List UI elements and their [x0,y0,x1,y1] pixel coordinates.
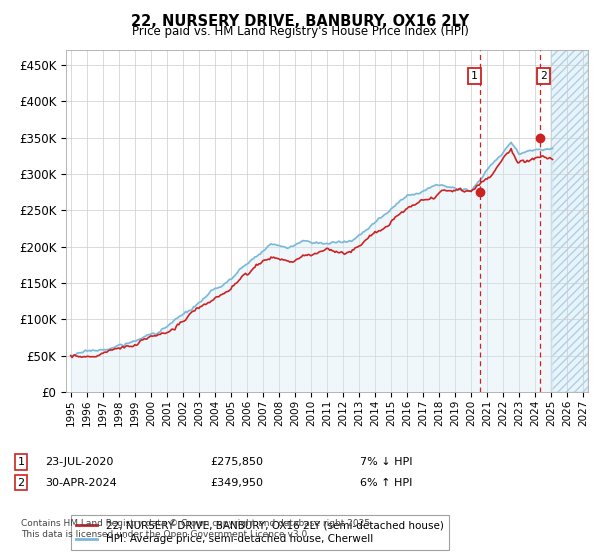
Text: Contains HM Land Registry data © Crown copyright and database right 2025.
This d: Contains HM Land Registry data © Crown c… [21,520,373,539]
Text: Price paid vs. HM Land Registry's House Price Index (HPI): Price paid vs. HM Land Registry's House … [131,25,469,38]
Text: 23-JUL-2020: 23-JUL-2020 [45,457,113,467]
Text: 30-APR-2024: 30-APR-2024 [45,478,117,488]
Text: £349,950: £349,950 [210,478,263,488]
Bar [551,50,588,392]
Text: 7% ↓ HPI: 7% ↓ HPI [360,457,413,467]
Legend: 22, NURSERY DRIVE, BANBURY, OX16 2LY (semi-detached house), HPI: Average price, : 22, NURSERY DRIVE, BANBURY, OX16 2LY (se… [71,515,449,550]
Text: 1: 1 [471,71,478,81]
Text: 22, NURSERY DRIVE, BANBURY, OX16 2LY: 22, NURSERY DRIVE, BANBURY, OX16 2LY [131,14,469,29]
Text: £275,850: £275,850 [210,457,263,467]
Text: 2: 2 [540,71,547,81]
Bar [551,50,588,392]
Text: 2: 2 [17,478,25,488]
Text: 6% ↑ HPI: 6% ↑ HPI [360,478,412,488]
Text: 1: 1 [17,457,25,467]
